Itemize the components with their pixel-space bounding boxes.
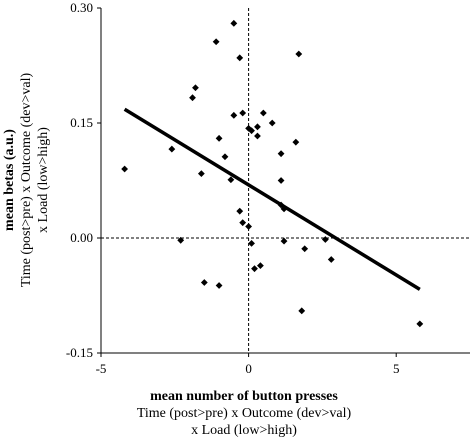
data-point: [277, 150, 285, 158]
data-point: [295, 50, 303, 58]
data-point: [239, 109, 247, 117]
y-tick-label: 0.15: [70, 115, 93, 130]
data-point: [212, 38, 220, 46]
data-point: [327, 256, 335, 263]
data-point: [321, 236, 329, 243]
x-tick-label: 5: [393, 361, 400, 376]
regression-line: [123, 107, 421, 291]
y-tick-label: 0.30: [70, 0, 93, 15]
data-point: [257, 262, 264, 269]
data-point: [192, 84, 199, 92]
x-tick-label: 0: [245, 361, 252, 376]
data-point: [230, 19, 238, 27]
data-point: [280, 237, 288, 245]
data-point: [298, 307, 306, 315]
x-tick-label: -5: [96, 361, 107, 376]
data-point: [251, 265, 258, 273]
data-points: [121, 19, 424, 328]
data-point: [239, 219, 247, 227]
data-point: [197, 170, 205, 177]
x-axis-title-line-3: x Load (low>high): [191, 423, 297, 438]
data-point: [248, 239, 255, 247]
data-point: [254, 132, 261, 140]
data-point: [236, 54, 244, 62]
data-point: [259, 109, 267, 117]
data-point: [268, 119, 276, 127]
data-point: [200, 279, 208, 286]
data-point: [277, 177, 285, 184]
x-axis-title-line-2: Time (post>pre) x Outcome (dev>val): [137, 406, 352, 421]
data-point: [236, 207, 244, 215]
y-axis-title-line-1: mean betas (a.u.): [2, 129, 17, 231]
data-point: [215, 134, 223, 142]
x-axis-title-line-1: mean number of button presses: [150, 389, 338, 404]
axes: [97, 7, 470, 357]
data-point: [227, 176, 235, 184]
y-tick-label: -0.15: [66, 345, 93, 360]
data-point: [416, 320, 424, 328]
y-tick-label: 0.00: [70, 230, 93, 245]
y-axis-title: mean betas (a.u.) Time (post>pre) x Outc…: [2, 72, 51, 287]
data-point: [121, 165, 129, 173]
y-axis-title-line-2: Time (post>pre) x Outcome (dev>val): [19, 72, 34, 287]
data-point: [177, 236, 185, 244]
data-point: [189, 94, 196, 102]
reference-lines: [101, 8, 470, 353]
data-point: [292, 138, 300, 146]
data-point: [248, 127, 255, 135]
data-point: [168, 145, 176, 153]
data-point: [221, 153, 229, 161]
data-point: [215, 282, 223, 289]
x-axis-title: mean number of button presses Time (post…: [137, 389, 352, 438]
data-point: [230, 111, 238, 119]
data-point: [301, 245, 309, 253]
fit-line: [123, 107, 421, 291]
y-axis-title-line-3: x Load (low>high): [36, 127, 51, 233]
tick-labels: -5 0 5 -0.15 0.00 0.15 0.30: [66, 0, 400, 376]
data-point: [245, 223, 252, 230]
data-point: [254, 123, 261, 131]
